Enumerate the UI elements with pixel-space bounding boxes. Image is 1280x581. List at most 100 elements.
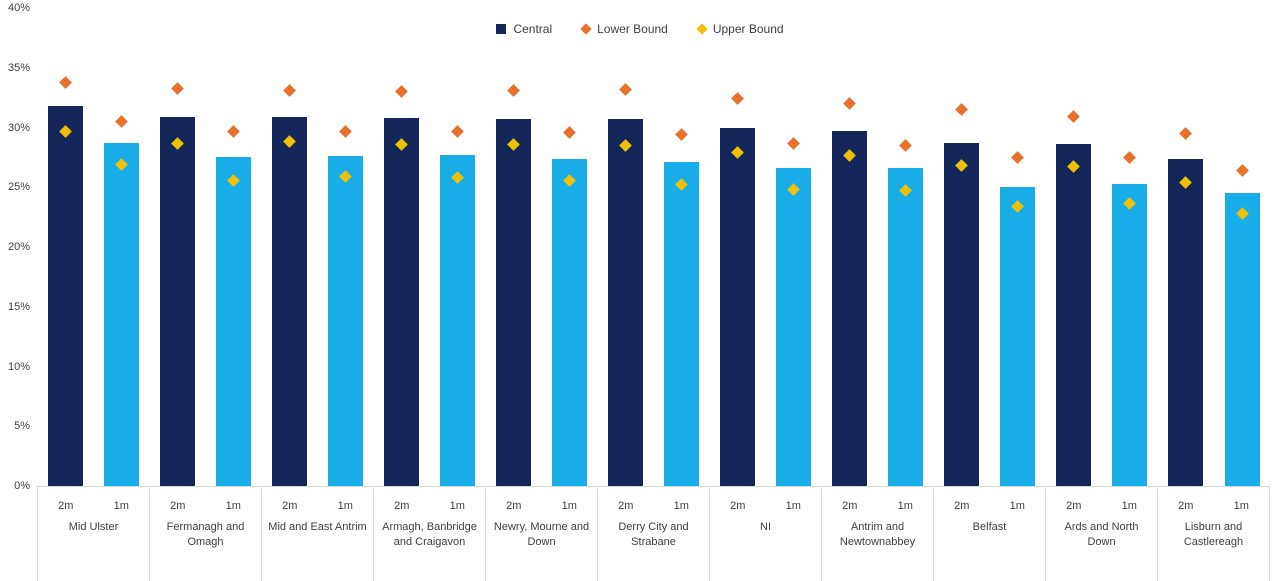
x-category-cell: 2m 1m Mid Ulster — [37, 487, 149, 581]
central-bar-1m — [1000, 187, 1036, 486]
sub-category-labels: 2m 1m — [1046, 500, 1157, 512]
y-tick-label: 40% — [7, 2, 30, 14]
sub-label-1m: 1m — [561, 500, 577, 512]
central-bar-2m — [720, 127, 756, 486]
central-bar-1m — [551, 158, 587, 486]
x-group-label: Ards and North Down — [1064, 521, 1139, 548]
x-category-cell: 2m 1m Armagh, Banbridge and Craigavon — [373, 487, 485, 581]
plot-group — [373, 8, 485, 486]
lower-bound-diamond-icon — [1011, 151, 1025, 164]
bar-slot-1m — [327, 8, 363, 486]
x-axis: 2m 1m Mid Ulster 2m 1m Fermanagh and Omagh 2m 1… — [37, 486, 1270, 581]
lower-bound-diamond-icon — [675, 128, 688, 142]
central-bar-1m — [215, 157, 251, 486]
x-category-cell: 2m 1m Derry City and Strabane — [597, 487, 709, 581]
bar-slot-1m — [551, 8, 587, 486]
sub-label-2m: 2m — [618, 500, 634, 512]
sub-label-2m: 2m — [730, 500, 746, 512]
sub-label-1m: 1m — [897, 500, 913, 512]
bar-slot-1m — [664, 8, 700, 486]
sub-category-labels: 2m 1m — [934, 500, 1045, 512]
plot-group — [485, 8, 597, 486]
sub-category-labels: 2m 1m — [38, 500, 149, 512]
central-bar-2m — [495, 119, 531, 486]
y-tick-label: 5% — [14, 420, 30, 433]
lower-bound-diamond-icon — [338, 124, 352, 138]
lower-bound-diamond-icon — [507, 84, 520, 97]
y-tick-label: 15% — [7, 300, 30, 313]
sub-category-labels: 2m 1m — [374, 500, 485, 512]
legend-item-central: Central — [496, 22, 552, 36]
plot-group — [710, 8, 822, 486]
y-tick-label: 30% — [7, 121, 30, 134]
x-group-label: NI — [760, 521, 771, 533]
sub-label-1m: 1m — [1233, 500, 1249, 512]
sub-label-1m: 1m — [1121, 500, 1137, 512]
lower-bound-diamond-icon — [955, 103, 969, 116]
x-category-cell: 2m 1m Mid and East Antrim — [261, 487, 373, 581]
sub-category-labels: 2m 1m — [822, 500, 933, 512]
plot-group — [822, 8, 934, 486]
sub-label-2m: 2m — [170, 500, 186, 512]
sub-label-1m: 1m — [449, 500, 465, 512]
central-bar-2m — [944, 143, 980, 486]
lower-bound-diamond-icon — [58, 75, 72, 89]
y-tick-label: 35% — [7, 61, 30, 74]
legend: Central Lower Bound Upper Bound — [0, 22, 1280, 36]
plot-group — [37, 8, 149, 486]
bar-slot-1m — [776, 8, 812, 486]
bar-slot-2m — [159, 8, 195, 486]
sub-label-1m: 1m — [337, 500, 353, 512]
central-bar-1m — [1112, 183, 1148, 486]
x-category-cell: 2m 1m Antrim and Newtownabbey — [821, 487, 933, 581]
central-bar-2m — [159, 116, 195, 486]
x-group-label: Lisburn and Castlereagh — [1183, 521, 1244, 548]
central-bar-1m — [776, 168, 812, 486]
x-group-label: Newry, Mourne and Down — [493, 521, 590, 548]
lower-bound-diamond-icon — [450, 124, 464, 138]
sub-category-labels: 2m 1m — [598, 500, 709, 512]
plot-group — [261, 8, 373, 486]
bar-slot-1m — [1000, 8, 1036, 486]
central-bar-2m — [832, 131, 868, 486]
sub-category-labels: 2m 1m — [1158, 500, 1269, 512]
sub-label-2m: 2m — [1178, 500, 1194, 512]
x-group-label: Mid Ulster — [68, 521, 119, 533]
bar-slot-2m — [1168, 8, 1204, 486]
x-group-label: Antrim and Newtownabbey — [839, 521, 916, 548]
plot-group — [597, 8, 709, 486]
central-bar-2m — [383, 117, 419, 486]
x-category-cell: 2m 1m Fermanagh and Omagh — [149, 487, 261, 581]
x-category-cell: 2m 1m Ards and North Down — [1045, 487, 1157, 581]
sub-label-1m: 1m — [1009, 500, 1025, 512]
bar-slot-2m — [271, 8, 307, 486]
lower-bound-diamond-icon — [899, 139, 913, 152]
central-bar-2m — [1168, 158, 1204, 486]
y-tick-label: 25% — [7, 181, 30, 194]
central-bar-1m — [327, 156, 363, 486]
bar-slot-1m — [215, 8, 251, 486]
bar-slot-2m — [944, 8, 980, 486]
bar-slot-2m — [607, 8, 643, 486]
x-category-cell: 2m 1m NI — [709, 487, 821, 581]
lower-bound-diamond-icon — [1067, 110, 1081, 124]
central-bar-2m — [271, 116, 307, 486]
x-group-label: Fermanagh and Omagh — [166, 521, 245, 548]
lower-bound-diamond-icon — [619, 82, 632, 96]
lower-bound-diamond-icon — [843, 97, 857, 110]
central-bar-2m — [47, 106, 83, 486]
central-bar-2m — [1056, 144, 1092, 486]
sub-label-2m: 2m — [954, 500, 970, 512]
central-square-marker-icon — [496, 24, 507, 34]
lower-bound-diamond-icon — [114, 115, 128, 128]
legend-item-lower-bound: Lower Bound — [580, 22, 668, 36]
plot-group — [1158, 8, 1270, 486]
plot-group — [1046, 8, 1158, 486]
x-category-cell: 2m 1m Newry, Mourne and Down — [485, 487, 597, 581]
legend-item-upper-bound: Upper Bound — [696, 22, 784, 36]
bar-slot-2m — [1056, 8, 1092, 486]
bar-slot-2m — [720, 8, 756, 486]
lower-bound-diamond-icon — [1235, 164, 1249, 177]
plot-area — [37, 8, 1270, 486]
